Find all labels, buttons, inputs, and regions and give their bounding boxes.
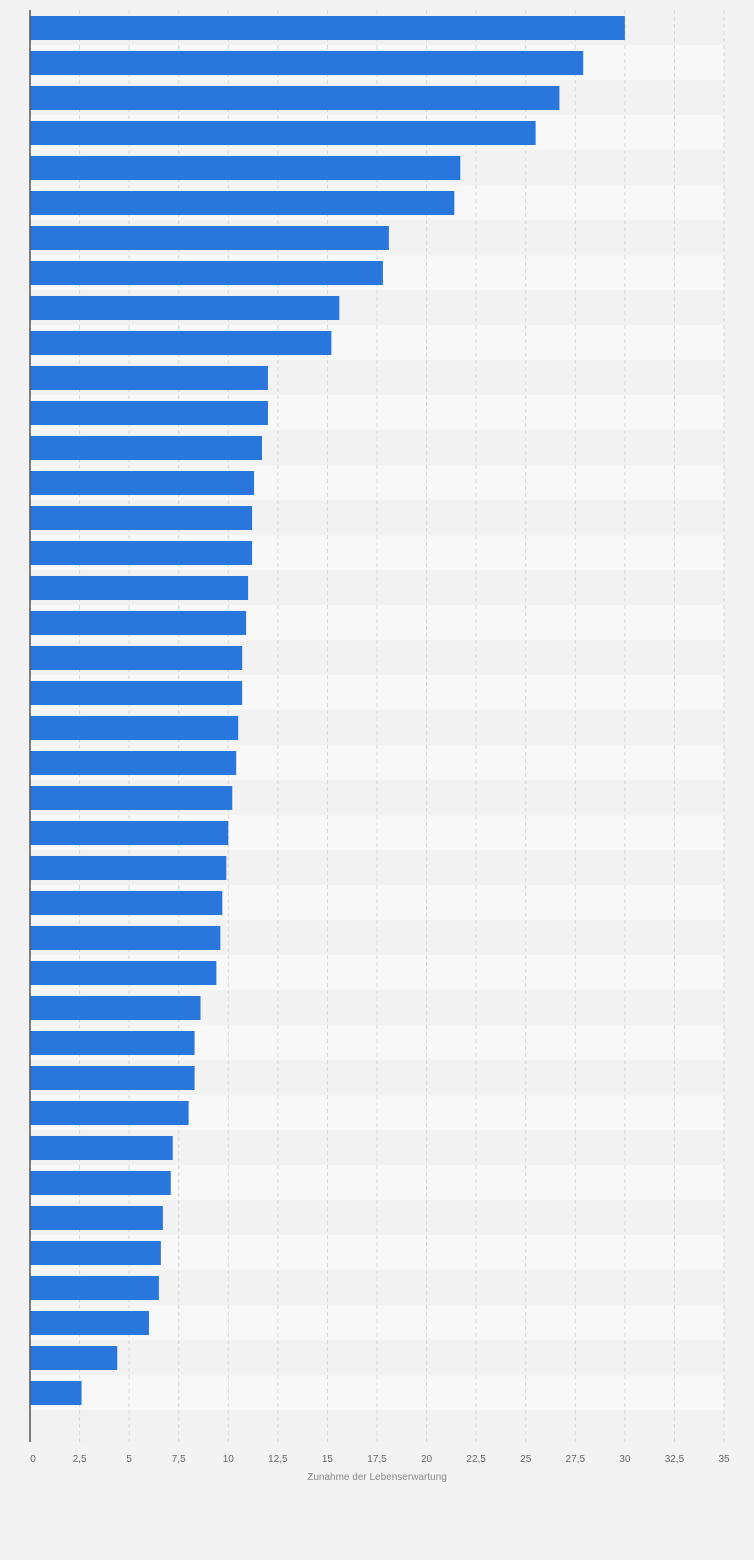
x-tick-label: 0 bbox=[30, 1454, 36, 1465]
bar bbox=[30, 611, 247, 635]
x-tick-label: 17,5 bbox=[367, 1454, 387, 1465]
bar bbox=[30, 156, 461, 180]
bar bbox=[30, 1101, 189, 1125]
bar bbox=[30, 786, 233, 810]
x-tick-label: 10 bbox=[223, 1454, 235, 1465]
bar bbox=[30, 751, 237, 775]
bar bbox=[30, 996, 201, 1020]
bar bbox=[30, 961, 217, 985]
x-tick-label: 32,5 bbox=[665, 1454, 685, 1465]
x-axis-title: Zunahme der Lebenserwartung bbox=[307, 1472, 447, 1483]
bar bbox=[30, 296, 340, 320]
x-tick-label: 7,5 bbox=[172, 1454, 186, 1465]
bar bbox=[30, 1171, 171, 1195]
bar bbox=[30, 506, 253, 530]
bar bbox=[30, 1136, 173, 1160]
bar bbox=[30, 891, 223, 915]
bar bbox=[30, 1066, 195, 1090]
bar bbox=[30, 261, 383, 285]
bar bbox=[30, 331, 332, 355]
bar bbox=[30, 1206, 163, 1230]
bar bbox=[30, 226, 389, 250]
x-tick-label: 5 bbox=[126, 1454, 132, 1465]
bar bbox=[30, 821, 229, 845]
bar bbox=[30, 16, 625, 40]
x-tick-label: 25 bbox=[520, 1454, 532, 1465]
bar bbox=[30, 576, 249, 600]
bar bbox=[30, 1381, 82, 1405]
x-tick-label: 22,5 bbox=[466, 1454, 486, 1465]
x-tick-labels: 0 2,5 5 7,5 10 12,5 15 17,5 20 22,5 25 27,5 30 32,5 35 bbox=[30, 1454, 730, 1465]
bar bbox=[30, 856, 227, 880]
bar bbox=[30, 471, 255, 495]
x-tick-label: 20 bbox=[421, 1454, 433, 1465]
bar bbox=[30, 436, 262, 460]
bar bbox=[30, 1311, 149, 1335]
bar bbox=[30, 401, 268, 425]
x-tick-label: 2,5 bbox=[73, 1454, 87, 1465]
bar bbox=[30, 121, 536, 145]
bar bbox=[30, 646, 243, 670]
bar bbox=[30, 191, 455, 215]
bar bbox=[30, 1346, 118, 1370]
x-tick-label: 15 bbox=[322, 1454, 334, 1465]
x-tick-label: 27,5 bbox=[566, 1454, 586, 1465]
bar bbox=[30, 1031, 195, 1055]
bar bbox=[30, 51, 584, 75]
bar bbox=[30, 541, 253, 565]
bar bbox=[30, 681, 243, 705]
bar bbox=[30, 1241, 161, 1265]
x-tick-label: 35 bbox=[718, 1454, 730, 1465]
bar bbox=[30, 926, 221, 950]
x-tick-label: 12,5 bbox=[268, 1454, 288, 1465]
bar bbox=[30, 1276, 159, 1300]
bar bbox=[30, 366, 268, 390]
bars bbox=[30, 16, 625, 1405]
bar bbox=[30, 716, 239, 740]
bar bbox=[30, 86, 560, 110]
x-tick-label: 30 bbox=[619, 1454, 631, 1465]
